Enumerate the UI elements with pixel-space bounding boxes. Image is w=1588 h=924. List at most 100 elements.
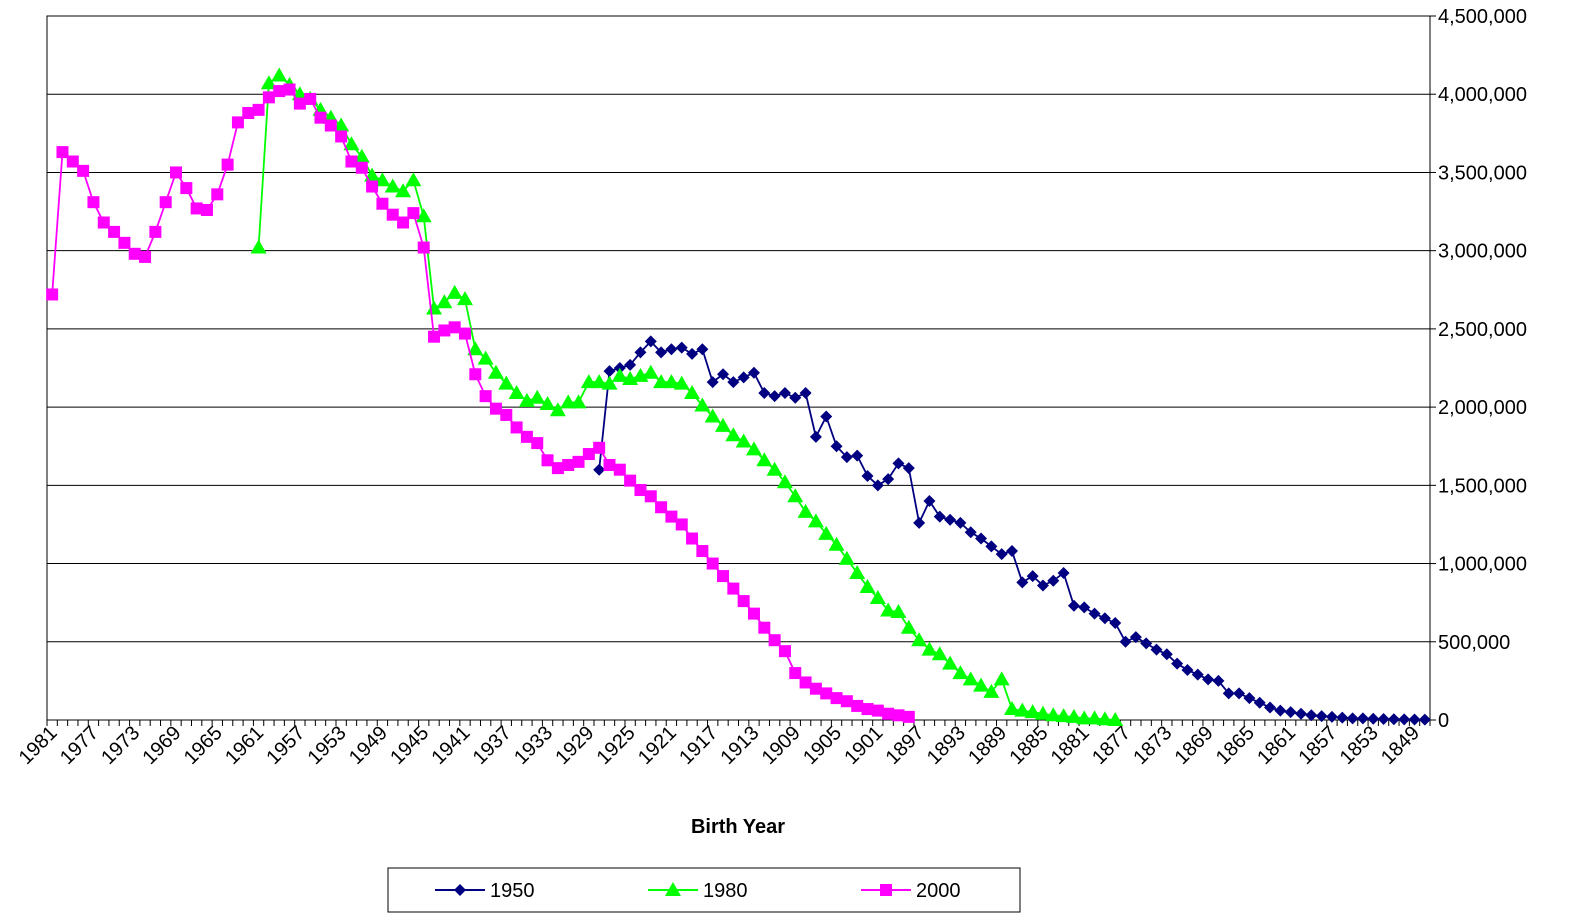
marker: [1107, 712, 1124, 726]
marker: [345, 155, 358, 168]
marker: [1036, 579, 1049, 592]
marker: [560, 394, 577, 409]
x-tick-label: 1853: [1336, 722, 1383, 769]
marker: [1346, 712, 1359, 725]
marker: [634, 484, 647, 497]
marker: [673, 375, 690, 390]
marker: [139, 250, 152, 263]
marker: [221, 158, 234, 171]
marker: [644, 335, 657, 348]
marker: [1253, 696, 1266, 709]
marker: [46, 288, 59, 301]
marker: [902, 710, 915, 723]
marker: [717, 570, 730, 583]
marker: [190, 202, 203, 215]
marker: [809, 430, 822, 443]
y-tick-label: 500,000: [1438, 632, 1510, 654]
marker: [510, 421, 523, 434]
marker: [913, 516, 926, 529]
marker: [508, 385, 525, 400]
y-tick-label: 4,500,000: [1438, 6, 1527, 28]
x-tick-label: 1933: [510, 722, 557, 769]
y-tick-label: 3,000,000: [1438, 241, 1527, 263]
marker: [778, 645, 791, 658]
marker: [830, 692, 843, 705]
y-tick-label: 1,500,000: [1438, 475, 1527, 497]
marker: [242, 106, 255, 119]
marker: [1212, 674, 1225, 687]
marker: [593, 463, 606, 476]
marker: [1057, 566, 1070, 579]
marker: [911, 632, 928, 647]
y-tick-label: 1,000,000: [1438, 554, 1527, 576]
marker: [675, 341, 688, 354]
marker: [469, 368, 482, 381]
y-tick-label: 0: [1438, 710, 1449, 732]
marker: [964, 526, 977, 539]
marker: [768, 390, 781, 403]
marker: [840, 695, 853, 708]
marker: [942, 655, 959, 670]
marker: [1026, 570, 1039, 583]
marker: [603, 365, 616, 378]
marker: [180, 182, 193, 195]
marker: [849, 564, 866, 579]
marker: [386, 208, 399, 221]
marker: [498, 375, 515, 390]
marker: [747, 607, 760, 620]
legend: 1950 1980 2000: [387, 867, 1021, 913]
legend-box: [387, 867, 1021, 913]
x-tick-label: 1957: [262, 722, 309, 769]
marker: [436, 294, 453, 309]
y-tick-label: 3,500,000: [1438, 162, 1527, 184]
marker: [644, 490, 657, 503]
marker: [818, 525, 835, 540]
marker: [405, 172, 422, 187]
marker: [118, 236, 131, 249]
marker: [809, 682, 822, 695]
marker: [1181, 663, 1194, 676]
marker: [355, 161, 368, 174]
marker: [611, 367, 628, 382]
marker: [807, 513, 824, 528]
marker: [446, 284, 463, 299]
marker: [954, 516, 967, 529]
marker: [477, 350, 494, 365]
marker: [570, 394, 587, 409]
x-tick-label: 1949: [345, 722, 392, 769]
marker: [715, 417, 732, 432]
marker: [737, 595, 750, 608]
marker: [397, 216, 410, 229]
marker: [489, 402, 502, 415]
marker: [1202, 673, 1215, 686]
legend-marker: [665, 882, 681, 896]
marker: [603, 458, 616, 471]
marker: [663, 374, 680, 389]
marker: [77, 164, 90, 177]
marker: [128, 247, 141, 260]
marker: [1034, 705, 1051, 720]
marker: [200, 203, 213, 216]
marker: [582, 448, 595, 461]
legend-label: 1980: [703, 880, 748, 902]
marker: [830, 440, 843, 453]
marker: [882, 473, 895, 486]
marker: [840, 451, 853, 464]
marker: [789, 667, 802, 680]
marker: [758, 387, 771, 400]
marker: [727, 582, 740, 595]
marker: [1096, 711, 1113, 726]
marker: [87, 196, 100, 209]
marker: [933, 510, 946, 523]
x-tick-label: 1889: [964, 722, 1011, 769]
y-tick-label: 2,000,000: [1438, 397, 1527, 419]
marker: [97, 216, 110, 229]
marker: [1274, 704, 1287, 717]
x-tick-label: 1981: [15, 722, 62, 769]
marker: [487, 364, 504, 379]
marker: [407, 207, 420, 220]
marker: [1047, 574, 1060, 587]
x-tick-label: 1965: [180, 722, 227, 769]
marker: [696, 545, 709, 558]
marker: [426, 300, 443, 315]
